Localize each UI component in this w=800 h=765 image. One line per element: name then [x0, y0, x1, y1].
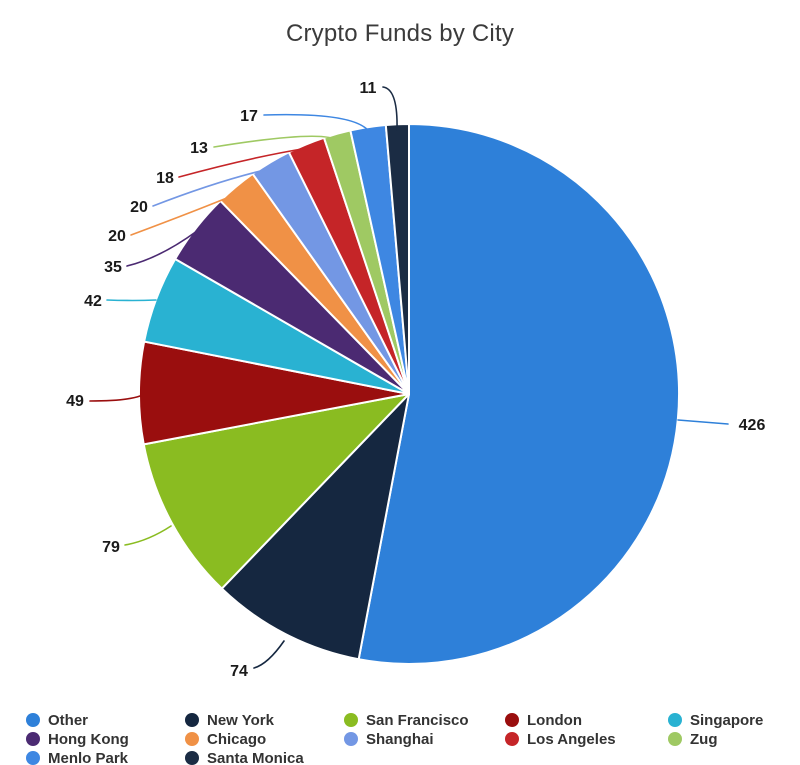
slice-value-label-chicago: 20: [108, 228, 126, 245]
legend-item-label: Shanghai: [366, 730, 434, 748]
legend-item-menlo-park[interactable]: Menlo Park: [26, 749, 128, 765]
legend-dot-icon: [668, 732, 682, 746]
legend-item-singapore[interactable]: Singapore: [668, 711, 763, 729]
legend-dot-icon: [185, 751, 199, 765]
leader-line-zug: [213, 135, 339, 148]
leader-line-singapore: [106, 299, 157, 302]
legend-item-santa-monica[interactable]: Santa Monica: [185, 749, 304, 765]
legend-dot-icon: [344, 732, 358, 746]
legend-item-label: Santa Monica: [207, 749, 304, 765]
legend-dot-icon: [26, 751, 40, 765]
legend-dot-icon: [505, 732, 519, 746]
pie-slice-new-york[interactable]: [220, 393, 410, 661]
legend-dot-icon: [26, 713, 40, 727]
legend-item-new-york[interactable]: New York: [185, 711, 274, 729]
leader-line-hong-kong: [126, 230, 198, 267]
slice-value-label-other: 426: [739, 417, 766, 434]
leader-line-other: [677, 419, 729, 425]
slice-value-label-los-angeles: 18: [156, 170, 174, 187]
legend-item-label: London: [527, 711, 582, 729]
legend-item-label: Chicago: [207, 730, 267, 748]
slice-value-label-shanghai: 20: [130, 199, 148, 216]
legend-item-london[interactable]: London: [505, 711, 582, 729]
slice-value-label-new-york: 74: [230, 663, 248, 680]
legend-dot-icon: [185, 732, 199, 746]
leader-line-new-york: [253, 640, 285, 669]
leader-line-san-francisco: [124, 525, 172, 546]
leader-line-london: [89, 395, 141, 402]
slice-value-label-santa-monica: 11: [360, 80, 377, 97]
legend-item-san-francisco[interactable]: San Francisco: [344, 711, 469, 729]
legend-item-zug[interactable]: Zug: [668, 730, 718, 748]
legend-dot-icon: [668, 713, 682, 727]
chart-title: Crypto Funds by City: [285, 20, 515, 47]
legend-item-label: San Francisco: [366, 711, 469, 729]
legend-item-label: Los Angeles: [527, 730, 616, 748]
slice-value-label-menlo-park: 17: [240, 108, 258, 125]
pie-slice-san-francisco[interactable]: [142, 393, 410, 590]
legend-dot-icon: [344, 713, 358, 727]
legend-item-shanghai[interactable]: Shanghai: [344, 730, 434, 748]
legend: Other Hong Kong Menlo Park New York Chicago S…: [0, 703, 800, 765]
slice-value-label-san-francisco: 79: [102, 539, 120, 556]
legend-item-label: Zug: [690, 730, 718, 748]
leader-line-los-angeles: [178, 147, 309, 178]
leader-line-santa-monica: [382, 86, 398, 131]
legend-item-other[interactable]: Other: [26, 711, 88, 729]
legend-item-hong-kong[interactable]: Hong Kong: [26, 730, 129, 748]
legend-dot-icon: [26, 732, 40, 746]
legend-item-label: New York: [207, 711, 274, 729]
legend-item-chicago[interactable]: Chicago: [185, 730, 266, 748]
slice-value-label-london: 49: [66, 393, 84, 410]
legend-dot-icon: [505, 713, 519, 727]
leader-line-chicago: [130, 192, 240, 236]
legend-item-label: Hong Kong: [48, 730, 129, 748]
legend-item-label: Menlo Park: [48, 749, 129, 765]
legend-item-label: Singapore: [690, 711, 764, 729]
leader-line-shanghai: [152, 167, 274, 207]
legend-item-los-angeles[interactable]: Los Angeles: [505, 730, 616, 748]
leader-line-menlo-park: [263, 113, 371, 134]
legend-item-label: Other: [48, 711, 89, 729]
legend-dot-icon: [185, 713, 199, 727]
slice-value-label-singapore: 42: [84, 293, 102, 310]
slice-value-label-hong-kong: 35: [104, 259, 122, 276]
slice-value-label-zug: 13: [190, 140, 208, 157]
